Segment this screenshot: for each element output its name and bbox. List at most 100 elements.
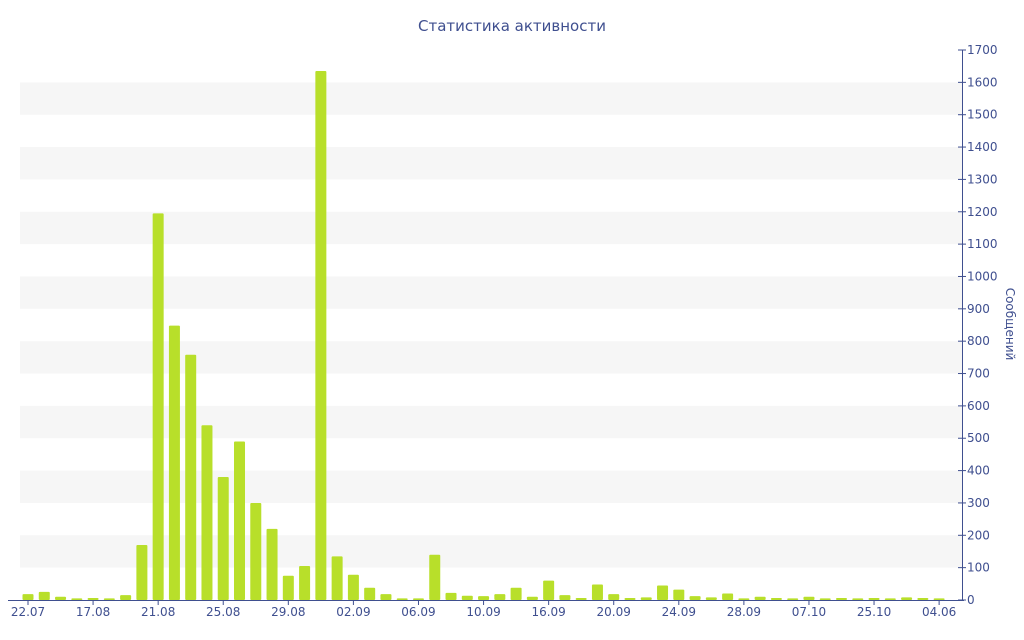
bar (770, 598, 782, 600)
bar (87, 598, 99, 600)
grid-band (20, 147, 962, 180)
y-tick-label: 300 (967, 496, 990, 510)
bar (933, 598, 945, 600)
grid-band (20, 276, 962, 309)
bar (819, 598, 831, 600)
y-tick-label: 1300 (967, 172, 998, 186)
bar (299, 566, 311, 600)
x-tick-label: 10.09 (466, 605, 500, 619)
bar (136, 545, 148, 600)
y-tick-label: 1200 (967, 205, 998, 219)
bar (120, 595, 132, 600)
bar (315, 71, 327, 600)
bar (868, 598, 880, 600)
grid-band (20, 211, 962, 245)
bar (331, 556, 343, 600)
bar (282, 575, 294, 600)
bar (738, 598, 750, 600)
bar (250, 502, 262, 600)
bar (364, 587, 376, 600)
x-tick-label: 22.07 (11, 605, 45, 619)
grid-bands (20, 82, 962, 568)
bar (689, 596, 701, 600)
y-tick-label: 0 (967, 593, 975, 607)
bar (201, 425, 213, 600)
y-tick-label: 1700 (967, 43, 998, 57)
bar (168, 325, 180, 600)
x-tick-label: 25.08 (206, 605, 240, 619)
bar (559, 595, 571, 600)
y-axis-ticks: 0 100 200 300 400 500 600 700 800 900 1000 1100 1200… (958, 43, 998, 607)
bar (380, 594, 392, 600)
bar (852, 598, 864, 600)
bar (917, 598, 929, 600)
bar (396, 598, 408, 600)
x-tick-label: 29.08 (271, 605, 305, 619)
y-tick-label: 600 (967, 399, 990, 413)
bar (266, 528, 278, 600)
x-tick-label: 16.09 (531, 605, 565, 619)
y-tick-label: 1100 (967, 237, 998, 251)
bar (217, 477, 229, 600)
bar (429, 554, 441, 600)
y-tick-label: 800 (967, 334, 990, 348)
x-tick-label: 24.09 (662, 605, 696, 619)
y-tick-label: 700 (967, 367, 990, 381)
bar (445, 592, 457, 600)
bar (624, 598, 636, 600)
bar (103, 598, 115, 600)
y-tick-label: 900 (967, 302, 990, 316)
bar (705, 597, 717, 600)
x-tick-label: 17.08 (76, 605, 110, 619)
bar (478, 596, 490, 600)
axes-group (8, 50, 964, 601)
x-axis-ticks: 22.07 17.08 21.08 25.08 29.08 02.09 06.09 10.09… (11, 600, 956, 619)
y-tick-label: 100 (967, 561, 990, 575)
x-tick-label: 20.09 (597, 605, 631, 619)
bar (412, 598, 424, 600)
y-tick-label: 500 (967, 431, 990, 445)
bar (640, 597, 652, 600)
bar (152, 213, 164, 600)
bar (38, 591, 50, 600)
x-tick-label: 06.09 (401, 605, 435, 619)
bar (657, 585, 669, 600)
bar (673, 589, 685, 600)
bar (836, 598, 847, 600)
bar (754, 596, 766, 600)
bar (494, 594, 506, 600)
bar (22, 594, 34, 600)
x-tick-label: 04.06 (922, 605, 956, 619)
y-tick-label: 1400 (967, 140, 998, 154)
bar (884, 598, 896, 600)
bar (803, 596, 815, 600)
y-tick-label: 1600 (967, 75, 998, 89)
bar (543, 580, 555, 600)
bar (591, 584, 603, 600)
bars-group (22, 71, 945, 600)
y-tick-label: 1500 (967, 108, 998, 122)
x-tick-label: 21.08 (141, 605, 175, 619)
bar (608, 594, 620, 600)
x-tick-label: 02.09 (336, 605, 370, 619)
bar (185, 354, 197, 600)
x-tick-label: 25.10 (857, 605, 891, 619)
bar (461, 595, 473, 600)
bar (234, 441, 246, 600)
bar (787, 598, 799, 600)
bar (722, 593, 734, 600)
grid-band (20, 82, 962, 115)
bar (55, 596, 67, 600)
bar (510, 587, 522, 600)
bar (901, 597, 913, 600)
x-tick-label: 07.10 (792, 605, 826, 619)
chart-title: Статистика активности (418, 17, 606, 35)
bar (526, 596, 538, 600)
bar (347, 574, 359, 600)
y-tick-label: 200 (967, 528, 990, 542)
bar (71, 598, 83, 600)
y-axis-label: Сообщений (1003, 288, 1017, 361)
x-tick-label: 28.09 (727, 605, 761, 619)
y-tick-label: 1000 (967, 269, 998, 283)
